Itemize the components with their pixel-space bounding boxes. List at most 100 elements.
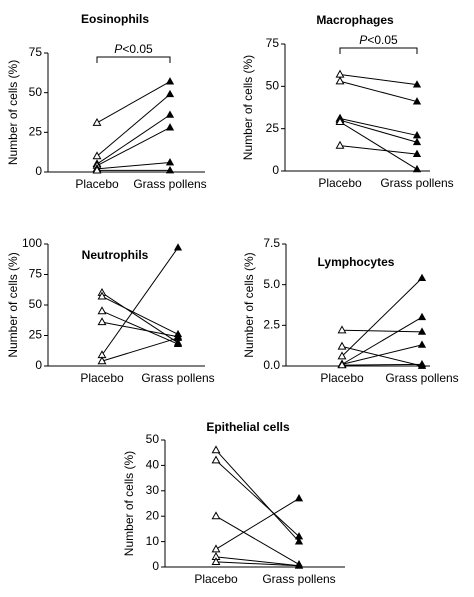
significance-label: P<0.05 [359,33,398,47]
grass-pollens-point-3 [165,110,175,118]
grass-pollens-point-2 [412,97,422,105]
subject-line-2 [215,459,300,537]
subject-line-3 [215,515,300,565]
y-tick-label: 0 [35,358,42,372]
y-tick-label: 0.0 [263,358,280,372]
placebo-point-1 [335,69,345,78]
y-tick-label: 40 [146,458,160,472]
subject-line-6 [215,561,300,567]
x-category-label: Placebo [194,572,238,586]
chart-panel-1: Eosinophils Number of cells (%) 0 25 50 75 Pla… [6,12,207,191]
grass-pollens-point-1 [412,80,422,88]
x-category-label: Placebo [318,176,362,190]
subject-line-6 [341,363,423,366]
chart-title: Neutrophils [82,248,149,262]
grass-pollens-point-6 [294,561,304,569]
subject-line-4 [341,316,423,365]
y-tick-label: 10 [146,534,160,548]
grass-pollens-point-3 [173,339,183,347]
x-category-label: Grass pollens [262,572,335,586]
x-category-label: Grass pollens [385,371,458,385]
placebo-point-2 [92,151,102,160]
subject-line-4 [96,127,171,167]
grass-pollens-point-6 [417,359,427,368]
placebo-point-3 [97,306,107,315]
placebo-point-6 [337,360,347,369]
x-category-label: Grass pollens [141,371,214,385]
grass-pollens-point-5 [165,158,175,166]
subject-line-1 [341,329,423,333]
chart-title: Lymphocytes [318,255,395,269]
chart-title: Epithelial cells [206,420,290,434]
y-axis-label: Number of cells (%) [6,60,20,165]
placebo-point-3 [211,511,221,520]
subject-line-4 [101,321,179,338]
y-axis-label: Number of cells (%) [122,451,136,556]
grass-pollens-point-5 [412,164,422,173]
y-tick-label: 2.5 [263,318,280,332]
y-axis-label: Number of cells (%) [241,55,255,160]
x-category-label: Grass pollens [380,176,453,190]
subject-line-5 [101,247,179,356]
grass-pollens-point-5 [417,340,427,348]
significance-bracket [96,56,171,63]
subject-line-3 [101,310,179,345]
y-tick-label: 0 [35,164,42,178]
placebo-point-2 [211,455,221,464]
grass-pollens-point-4 [412,137,422,146]
y-axis-label: Number of cells (%) [6,252,20,357]
grass-pollens-point-6 [173,333,183,341]
chart-panel-2: Macrophages Number of cells (%) 0 25 50 75 Pla… [241,13,454,190]
grass-pollens-point-5 [173,243,183,251]
placebo-point-4 [211,544,221,553]
placebo-point-3 [337,351,347,360]
subject-line-2 [341,345,423,367]
subject-line-5 [215,556,300,567]
grass-pollens-point-4 [294,494,304,502]
y-tick-label: 7.5 [263,236,280,250]
subject-line-5 [341,344,423,365]
subject-line-5 [96,161,171,170]
grass-pollens-point-6 [412,149,422,157]
placebo-point-4 [97,317,107,326]
subject-line-3 [341,277,423,357]
y-tick-label: 30 [146,483,160,497]
placebo-point-2 [337,341,347,350]
grass-pollens-point-1 [294,537,304,545]
grass-pollens-point-4 [165,123,175,131]
y-tick-label: 50 [29,85,43,99]
y-tick-label: 25 [29,125,43,139]
subject-line-5 [339,121,418,170]
subject-line-4 [215,497,300,550]
x-category-label: Placebo [320,371,364,385]
grass-pollens-point-4 [417,312,427,321]
y-tick-label: 25 [29,328,43,342]
subject-line-3 [96,114,171,165]
y-tick-label: 100 [22,236,42,250]
y-tick-label: 75 [266,36,280,50]
placebo-point-1 [337,325,347,334]
chart-title: Eosinophils [81,12,149,26]
placebo-point-1 [92,117,102,126]
chart-panel-5: Epithelial cells Number of cells (%) 0 10 20… [122,420,345,586]
grass-pollens-point-1 [417,327,427,335]
x-category-label: Placebo [80,371,124,385]
grass-pollens-point-2 [294,532,304,540]
placebo-point-5 [335,117,345,125]
placebo-point-1 [211,445,221,454]
subject-line-2 [339,80,418,103]
subject-line-1 [96,81,171,124]
y-tick-label: 50 [146,432,160,446]
x-category-label: Placebo [75,177,119,191]
placebo-point-2 [97,291,107,300]
y-tick-label: 75 [29,45,43,59]
y-tick-label: 20 [146,508,160,522]
x-category-label: Grass pollens [133,177,206,191]
chart-title: Macrophages [316,13,394,27]
chart-panel-4: Lymphocytes Number of cells (%) 0.0 2.5 5.0 7… [242,236,459,385]
subject-line-3 [339,118,418,136]
significance-bracket [339,47,418,54]
y-tick-label: 5.0 [263,277,280,291]
significance-label: P<0.05 [114,42,153,56]
subject-line-1 [339,73,418,86]
